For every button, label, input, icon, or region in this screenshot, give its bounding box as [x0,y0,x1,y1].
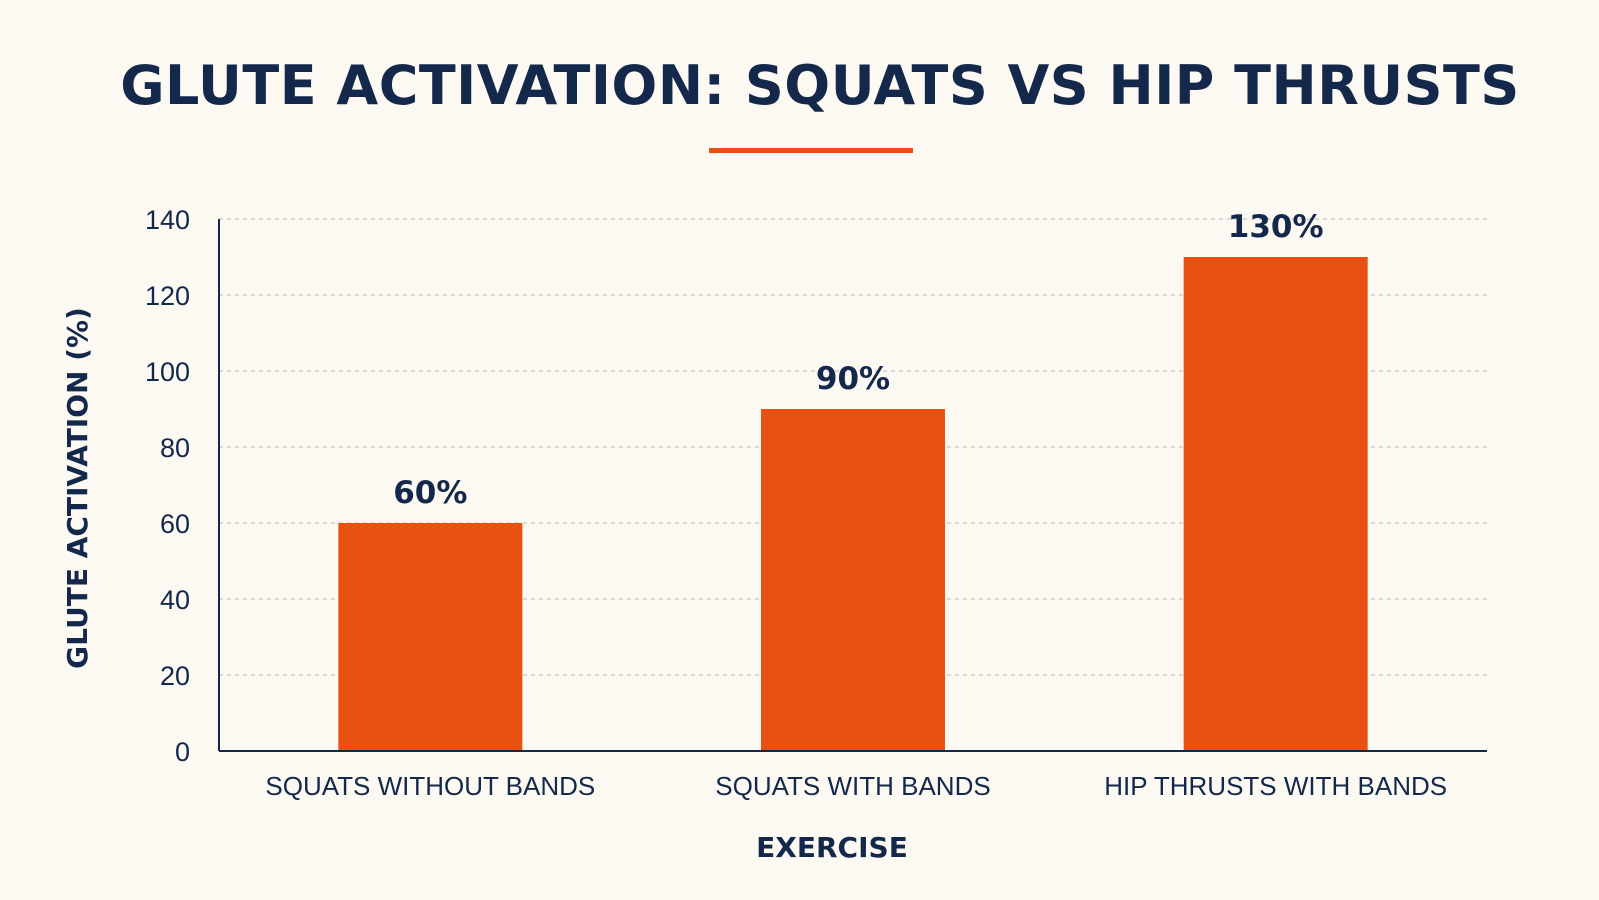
title-underline [709,148,913,153]
axes: 0 20 40 60 80 100 120 140 SQUATS WITHOUT BANDS SQ… [145,205,1487,801]
x-axis-title: EXERCISE [756,831,908,864]
bar [761,409,945,751]
y-tick-label: 40 [160,585,190,615]
y-tick-label: 60 [160,509,190,539]
bars [338,257,1368,751]
y-tick-label: 0 [175,737,190,767]
y-tick-label: 120 [145,281,190,311]
y-tick-label: 100 [145,357,190,387]
data-labels: 60% 90% 130% [393,209,1323,511]
chart-title: GLUTE ACTIVATION: SQUATS VS HIP THRUSTS [120,54,1520,117]
bar-value-label: 60% [393,475,467,511]
x-category-label: HIP THRUSTS WITH BANDS [1104,771,1447,801]
bar [1183,257,1368,751]
bar [338,523,523,751]
x-category-label: SQUATS WITH BANDS [715,771,990,801]
y-tick-label: 20 [160,661,190,691]
bar-value-label: 90% [816,361,890,397]
bar-value-label: 130% [1228,209,1324,245]
y-tick-label: 140 [145,205,190,235]
y-axis-title: GLUTE ACTIVATION (%) [61,307,94,669]
x-category-label: SQUATS WITHOUT BANDS [265,771,595,801]
y-tick-label: 80 [160,433,190,463]
